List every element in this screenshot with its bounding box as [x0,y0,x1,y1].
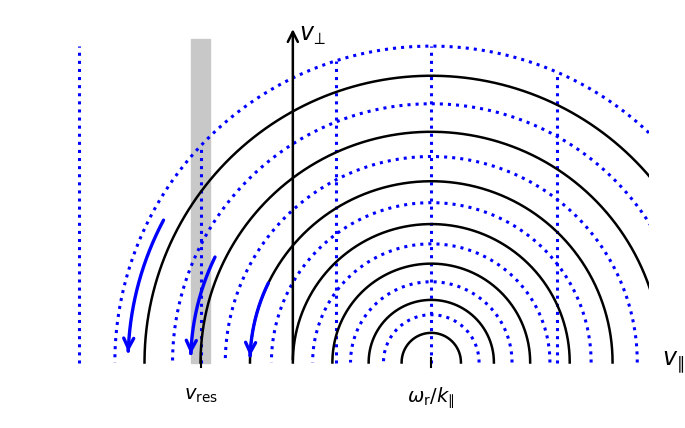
Text: $v_{\!\perp}$: $v_{\!\perp}$ [299,23,327,47]
Text: $v_{\!\parallel}$: $v_{\!\parallel}$ [662,349,684,376]
Bar [192,39,210,363]
Text: $\omega_{\mathrm{r}}/k_{\!\parallel}$: $\omega_{\mathrm{r}}/k_{\!\parallel}$ [408,386,455,411]
Text: $v_{\mathrm{res}}$: $v_{\mathrm{res}}$ [184,386,218,404]
